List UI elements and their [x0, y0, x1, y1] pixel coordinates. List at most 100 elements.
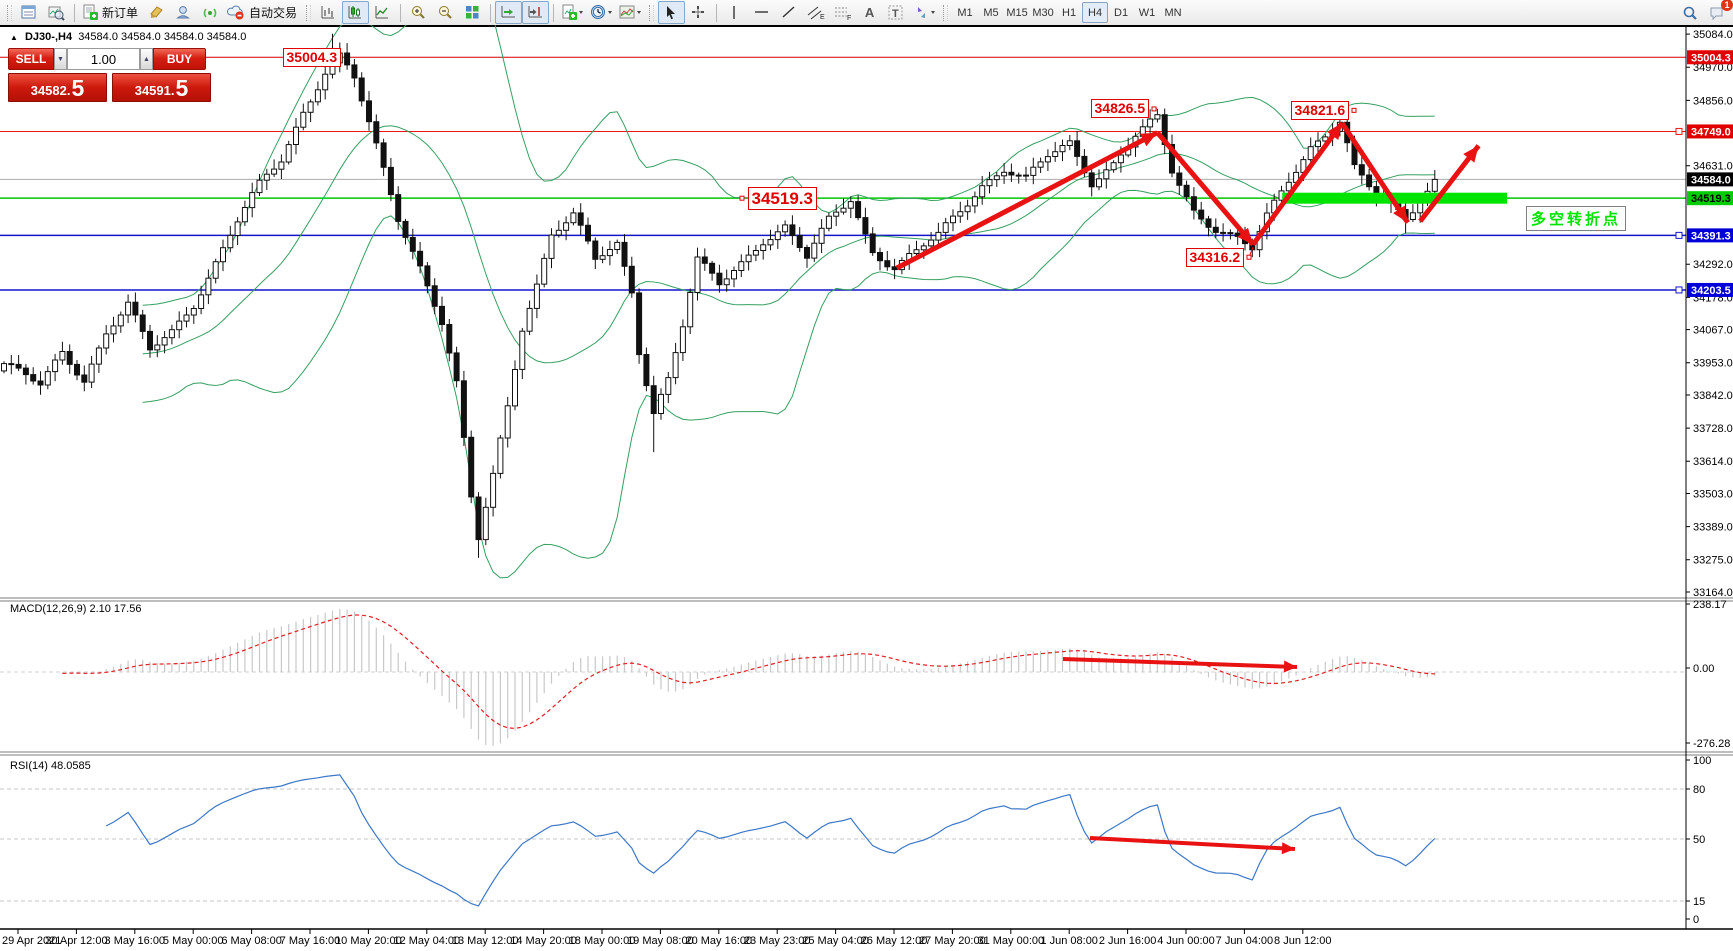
price-label-34821[interactable]: 34821.6 [1290, 100, 1350, 120]
text-tool-icon[interactable]: A [856, 1, 883, 24]
svg-text:100: 100 [1693, 755, 1711, 767]
svg-text:34391.3: 34391.3 [1691, 230, 1731, 242]
sell-button[interactable]: SELL [8, 48, 54, 70]
metaeditor-icon[interactable] [143, 1, 170, 24]
tf-button-m5[interactable]: M5 [983, 6, 999, 19]
chart-profile-icon[interactable] [616, 1, 645, 24]
tf-button-d1[interactable]: D1 [1114, 6, 1129, 19]
cursor-tool-icon[interactable] [658, 1, 686, 24]
svg-text:33275.0: 33275.0 [1693, 555, 1733, 567]
sell-price-box[interactable]: 34582. 5 [8, 73, 107, 102]
fibonacci-tool-icon[interactable]: F [829, 1, 856, 24]
toolbar-drag-handle[interactable] [7, 4, 12, 21]
svg-text:0: 0 [1693, 914, 1699, 926]
svg-text:7 Jun 04:00: 7 Jun 04:00 [1216, 935, 1274, 947]
tile-windows-icon[interactable] [459, 1, 486, 24]
notifications-chat-icon[interactable]: 1 [1703, 0, 1733, 24]
tf-button-mn[interactable]: MN [1164, 6, 1182, 19]
svg-text:1 Jun 08:00: 1 Jun 08:00 [1040, 935, 1098, 947]
macd-signal-line [62, 614, 1435, 730]
pivot-point-note[interactable]: 多空转折点 [1526, 206, 1627, 231]
trendline-tool-icon[interactable] [775, 1, 802, 24]
svg-text:34519.3: 34519.3 [1691, 193, 1731, 205]
arrows-tool-icon[interactable] [910, 1, 939, 24]
text-label-tool-icon[interactable]: T [883, 1, 910, 24]
channel-letter: E [820, 14, 825, 21]
toolbar-separator [490, 3, 492, 22]
svg-text:34067.0: 34067.0 [1693, 325, 1733, 337]
price-label-34316[interactable]: 34316.2 [1185, 247, 1245, 267]
expert-advisors-icon[interactable] [170, 1, 197, 24]
svg-text:35004.3: 35004.3 [1691, 52, 1731, 64]
svg-text:80: 80 [1693, 784, 1705, 796]
svg-text:33953.0: 33953.0 [1693, 358, 1733, 370]
tf-button-h1[interactable]: H1 [1062, 6, 1077, 19]
period-converter-clock-icon[interactable] [587, 1, 616, 24]
svg-text:15: 15 [1693, 896, 1705, 908]
tf-button-m30[interactable]: M30 [1032, 6, 1054, 19]
line-chart-mode-icon[interactable] [369, 1, 396, 24]
new-chart-button[interactable] [558, 1, 587, 24]
tf-button-w1[interactable]: W1 [1138, 6, 1156, 19]
one-click-trade-panel: SELL ▼ 1.00 ▲ BUY 34582. 5 34591. 5 [8, 48, 211, 102]
tf-button-m15[interactable]: M15 [1006, 6, 1028, 19]
toolbar-drag-handle[interactable] [649, 4, 655, 21]
zoom-out-icon[interactable] [432, 1, 459, 24]
fibo-letter: F [847, 15, 851, 21]
vertical-line-tool-icon[interactable] [721, 1, 748, 24]
buy-price-box[interactable]: 34591. 5 [112, 73, 211, 102]
volume-increase-button[interactable]: ▲ [140, 48, 153, 70]
svg-text:19 May 08:00: 19 May 08:00 [627, 935, 694, 947]
toolbar-drag-handle[interactable] [943, 4, 949, 21]
chart-title: ▲ DJ30-,H4 34584.0 34584.0 34584.0 34584… [10, 31, 246, 43]
rsi-trend-arrow[interactable] [1089, 836, 1296, 855]
buy-price-pip: 5 [175, 75, 189, 101]
strategy-tester-icon[interactable] [43, 1, 70, 24]
svg-text:7 May 16:00: 7 May 16:00 [280, 935, 341, 947]
label-tool-letter: T [892, 8, 899, 20]
trend-zigzag-arrows[interactable] [895, 121, 1481, 271]
svg-text:27 May 20:00: 27 May 20:00 [919, 935, 986, 947]
search-icon[interactable] [1676, 1, 1703, 24]
collapse-arrow-icon[interactable]: ▲ [10, 33, 18, 42]
volume-input[interactable]: 1.00 [67, 48, 140, 70]
tf-button-h4[interactable]: H4 [1082, 2, 1109, 23]
toolbar-drag-handle[interactable] [306, 4, 312, 21]
new-order-button[interactable]: 新订单 [79, 1, 143, 24]
svg-text:33503.0: 33503.0 [1693, 488, 1733, 500]
svg-text:0.00: 0.00 [1693, 663, 1714, 675]
auto-trading-label: 自动交易 [249, 6, 298, 20]
auto-trading-button[interactable]: 自动交易 [224, 1, 302, 24]
svg-text:33164.0: 33164.0 [1693, 587, 1733, 599]
buy-button[interactable]: BUY [153, 48, 206, 70]
chart-shift-icon[interactable] [522, 1, 550, 24]
svg-text:33728.0: 33728.0 [1693, 423, 1733, 435]
svg-text:31 May 00:00: 31 May 00:00 [977, 935, 1044, 947]
candlestick-mode-icon[interactable] [342, 1, 370, 24]
support-zone-highlight[interactable] [1282, 192, 1508, 204]
svg-text:23 May 23:00: 23 May 23:00 [744, 935, 811, 947]
tf-button-m1[interactable]: M1 [957, 6, 973, 19]
zoom-in-icon[interactable] [405, 1, 432, 24]
bar-chart-mode-icon[interactable] [315, 1, 342, 24]
svg-text:26 May 12:00: 26 May 12:00 [861, 935, 928, 947]
price-label-34826[interactable]: 34826.5 [1090, 99, 1150, 119]
macd-trend-arrow[interactable] [1062, 657, 1298, 673]
crosshair-tool-icon[interactable] [685, 1, 712, 24]
toolbar-separator [716, 3, 718, 22]
svg-text:4 Jun 00:00: 4 Jun 00:00 [1157, 935, 1215, 947]
equidistant-channel-tool-icon[interactable]: E [802, 1, 829, 24]
signals-icon[interactable] [197, 1, 224, 24]
price-axis[interactable]: 35084.034970.034856.034631.034292.034178… [1686, 29, 1733, 926]
charts-window-icon[interactable] [16, 1, 43, 24]
price-label-34519[interactable]: 34519.3 [747, 186, 817, 210]
svg-text:238.17: 238.17 [1693, 599, 1727, 611]
auto-scroll-icon[interactable] [495, 1, 523, 24]
price-label-35004[interactable]: 35004.3 [282, 47, 342, 67]
svg-text:2 Jun 16:00: 2 Jun 16:00 [1099, 935, 1157, 947]
horizontal-line-tool-icon[interactable] [748, 1, 775, 24]
volume-decrease-button[interactable]: ▼ [54, 48, 67, 70]
buy-price: 34591. [134, 83, 175, 98]
